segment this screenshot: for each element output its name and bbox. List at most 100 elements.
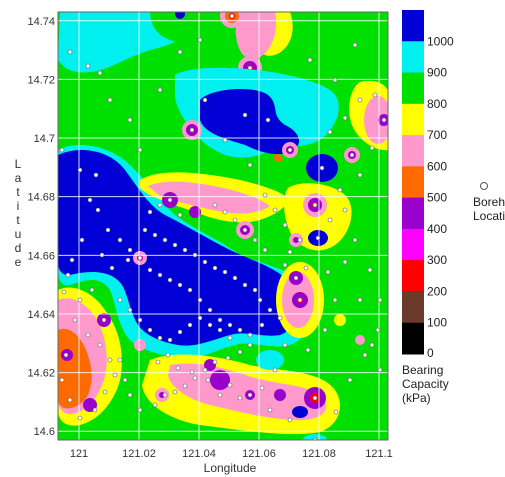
borehole-marker <box>229 13 235 19</box>
borehole-marker <box>222 137 228 143</box>
y-axis-label-letter: d <box>15 241 22 255</box>
borehole-marker <box>247 332 253 338</box>
borehole-marker <box>207 322 213 328</box>
borehole-marker <box>369 145 375 151</box>
borehole-marker <box>127 392 133 398</box>
y-axis-label-letter: e <box>15 255 22 269</box>
borehole-marker <box>192 252 198 258</box>
borehole-marker <box>97 70 103 76</box>
borehole-marker <box>172 242 178 248</box>
borehole-marker <box>95 207 101 213</box>
borehole-marker <box>112 372 118 378</box>
legend-swatch-100 <box>402 291 424 324</box>
x-tick-label: 121.02 <box>122 448 156 460</box>
borehole-marker <box>342 115 348 121</box>
borehole-marker <box>137 147 143 153</box>
y-tick-label: 14.68 <box>27 192 55 204</box>
borehole-marker <box>177 212 183 218</box>
borehole-marker <box>377 367 383 373</box>
borehole-marker <box>107 97 113 103</box>
legend-label-1000: 1000 <box>427 34 454 48</box>
borehole-marker <box>272 207 278 213</box>
borehole-marker <box>167 337 173 343</box>
borehole-marker <box>177 329 183 335</box>
borehole-marker <box>272 367 278 373</box>
borehole-marker <box>157 272 163 278</box>
borehole-marker <box>79 237 85 243</box>
legend-swatch-0 <box>402 322 424 355</box>
borehole-marker <box>117 357 123 363</box>
borehole-marker <box>282 262 288 268</box>
x-axis-ticks: 121 121.02 121.04 121.06 121.08 121.1 <box>70 448 393 460</box>
blue-zone-central <box>58 150 300 346</box>
borehole-marker <box>137 317 143 323</box>
borehole-marker <box>297 237 303 243</box>
borehole-marker <box>207 307 213 313</box>
borehole-marker <box>147 209 153 215</box>
borehole-marker <box>352 237 358 243</box>
borehole-marker <box>222 269 228 275</box>
borehole-marker <box>342 207 348 213</box>
legend-swatch-900 <box>402 41 424 74</box>
borehole-marker <box>127 247 133 253</box>
orange-zone-southwest <box>58 328 92 409</box>
borehole-marker <box>72 317 78 323</box>
borehole-marker <box>175 365 181 371</box>
borehole-marker <box>252 237 258 243</box>
legend-label-500: 500 <box>427 191 447 205</box>
borehole-marker <box>177 282 183 288</box>
borehole-marker <box>77 297 83 303</box>
legend-swatch-700 <box>402 103 424 136</box>
borehole-marker <box>287 249 293 255</box>
borehole-marker <box>247 342 253 348</box>
legend-label-400: 400 <box>427 222 447 236</box>
borehole-marker <box>202 367 208 373</box>
borehole-marker <box>367 267 373 273</box>
legend-swatch-600 <box>402 135 424 167</box>
borehole-marker <box>162 392 168 398</box>
borehole-marker <box>287 147 293 153</box>
borehole-marker <box>242 112 248 118</box>
borehole-marker <box>152 402 158 408</box>
borehole-marker <box>109 265 115 271</box>
borehole-marker <box>352 42 358 48</box>
x-axis-label: Longitude <box>204 461 257 475</box>
borehole-marker <box>155 359 161 365</box>
borehole-marker <box>67 49 73 55</box>
borehole-marker <box>101 317 107 323</box>
borehole-legend-line-2: Location <box>473 209 505 223</box>
x-tick-label: 121.04 <box>182 448 216 460</box>
legend-swatch-400 <box>402 197 424 230</box>
legend-label-0: 0 <box>427 346 434 360</box>
borehole-marker <box>227 322 233 328</box>
borehole-marker <box>375 327 381 333</box>
borehole-marker <box>372 92 378 98</box>
borehole-marker <box>99 252 105 258</box>
borehole-marker <box>189 127 195 133</box>
borehole-marker <box>242 282 248 288</box>
borehole-marker <box>319 165 325 171</box>
borehole-marker <box>187 287 193 293</box>
borehole-marker <box>187 322 193 328</box>
borehole-marker <box>65 272 71 278</box>
borehole-marker <box>259 322 265 328</box>
borehole-marker <box>125 257 131 263</box>
borehole-marker <box>127 117 133 123</box>
borehole-marker <box>262 247 268 253</box>
borehole-marker <box>63 352 69 358</box>
legend-label-300: 300 <box>427 253 447 267</box>
borehole-marker <box>172 389 178 395</box>
borehole-marker <box>225 355 231 361</box>
borehole-marker <box>312 395 318 401</box>
borehole-marker <box>157 87 163 93</box>
borehole-marker <box>381 117 387 123</box>
borehole-marker <box>122 377 128 383</box>
legend-unit-line-1: Bearing <box>402 363 443 377</box>
yellow-zone-east <box>284 183 352 251</box>
y-axis-label-letter: t <box>16 213 20 227</box>
map-gridlines <box>58 12 388 440</box>
borehole-marker <box>325 269 331 275</box>
borehole-marker <box>262 192 268 198</box>
borehole-marker <box>59 377 65 383</box>
